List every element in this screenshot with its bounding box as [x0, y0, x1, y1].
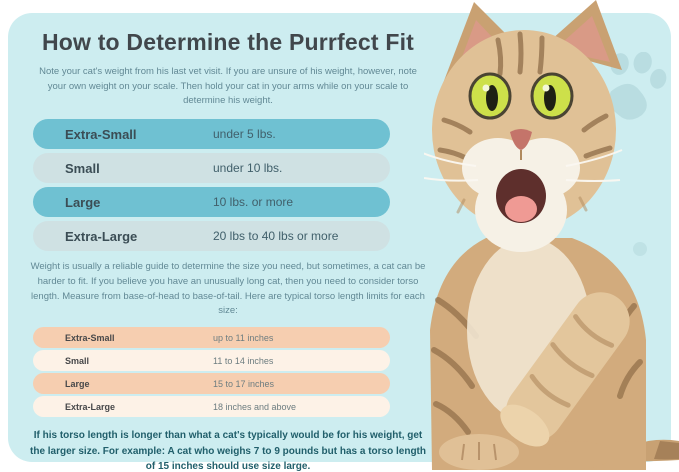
cat-photo [419, 0, 679, 472]
content-column: How to Determine the Purrfect Fit Note y… [22, 13, 434, 472]
size-limit: up to 11 inches [213, 332, 274, 343]
table-row: Large 10 lbs. or more [33, 187, 390, 218]
size-label: Large [65, 194, 101, 210]
paw-dot-icon [633, 242, 647, 256]
size-limit: 11 to 14 inches [213, 355, 274, 366]
size-label: Extra-Large [65, 228, 138, 244]
table-row: Small 11 to 14 inches [33, 350, 390, 372]
footer-note: If his torso length is longer than what … [30, 430, 426, 472]
size-label: Extra-Large [65, 401, 116, 412]
table-row: Extra-Large 18 inches and above [33, 396, 390, 418]
size-limit: 20 lbs to 40 lbs or more [213, 229, 339, 244]
size-limit: 10 lbs. or more [213, 195, 294, 210]
table-row: Small under 10 lbs. [33, 153, 390, 184]
table-row: Extra-Large 20 lbs to 40 lbs or more [33, 221, 390, 252]
weight-size-table: Extra-Small under 5 lbs. Small under 10 … [33, 119, 390, 252]
page-title: How to Determine the Purrfect Fit [41, 29, 415, 55]
table-row: Extra-Small up to 11 inches [33, 327, 390, 349]
size-label: Extra-Small [65, 126, 137, 142]
torso-size-table: Extra-Small up to 11 inches Small 11 to … [33, 327, 390, 418]
table-row: Extra-Small under 5 lbs. [33, 119, 390, 150]
table-row: Large 15 to 17 inches [33, 373, 390, 395]
intro-paragraph: Note your cat's weight from his last vet… [39, 66, 417, 107]
torso-paragraph: Weight is usually a reliable guide to de… [30, 261, 426, 317]
size-limit: 18 inches and above [213, 401, 297, 412]
size-label: Small [65, 160, 100, 176]
size-label: Extra-Small [65, 332, 115, 343]
size-limit: under 5 lbs. [213, 127, 276, 142]
size-label: Large [65, 378, 90, 389]
size-label: Small [65, 355, 90, 366]
size-limit: 15 to 17 inches [213, 378, 275, 389]
size-limit: under 10 lbs. [213, 161, 283, 176]
